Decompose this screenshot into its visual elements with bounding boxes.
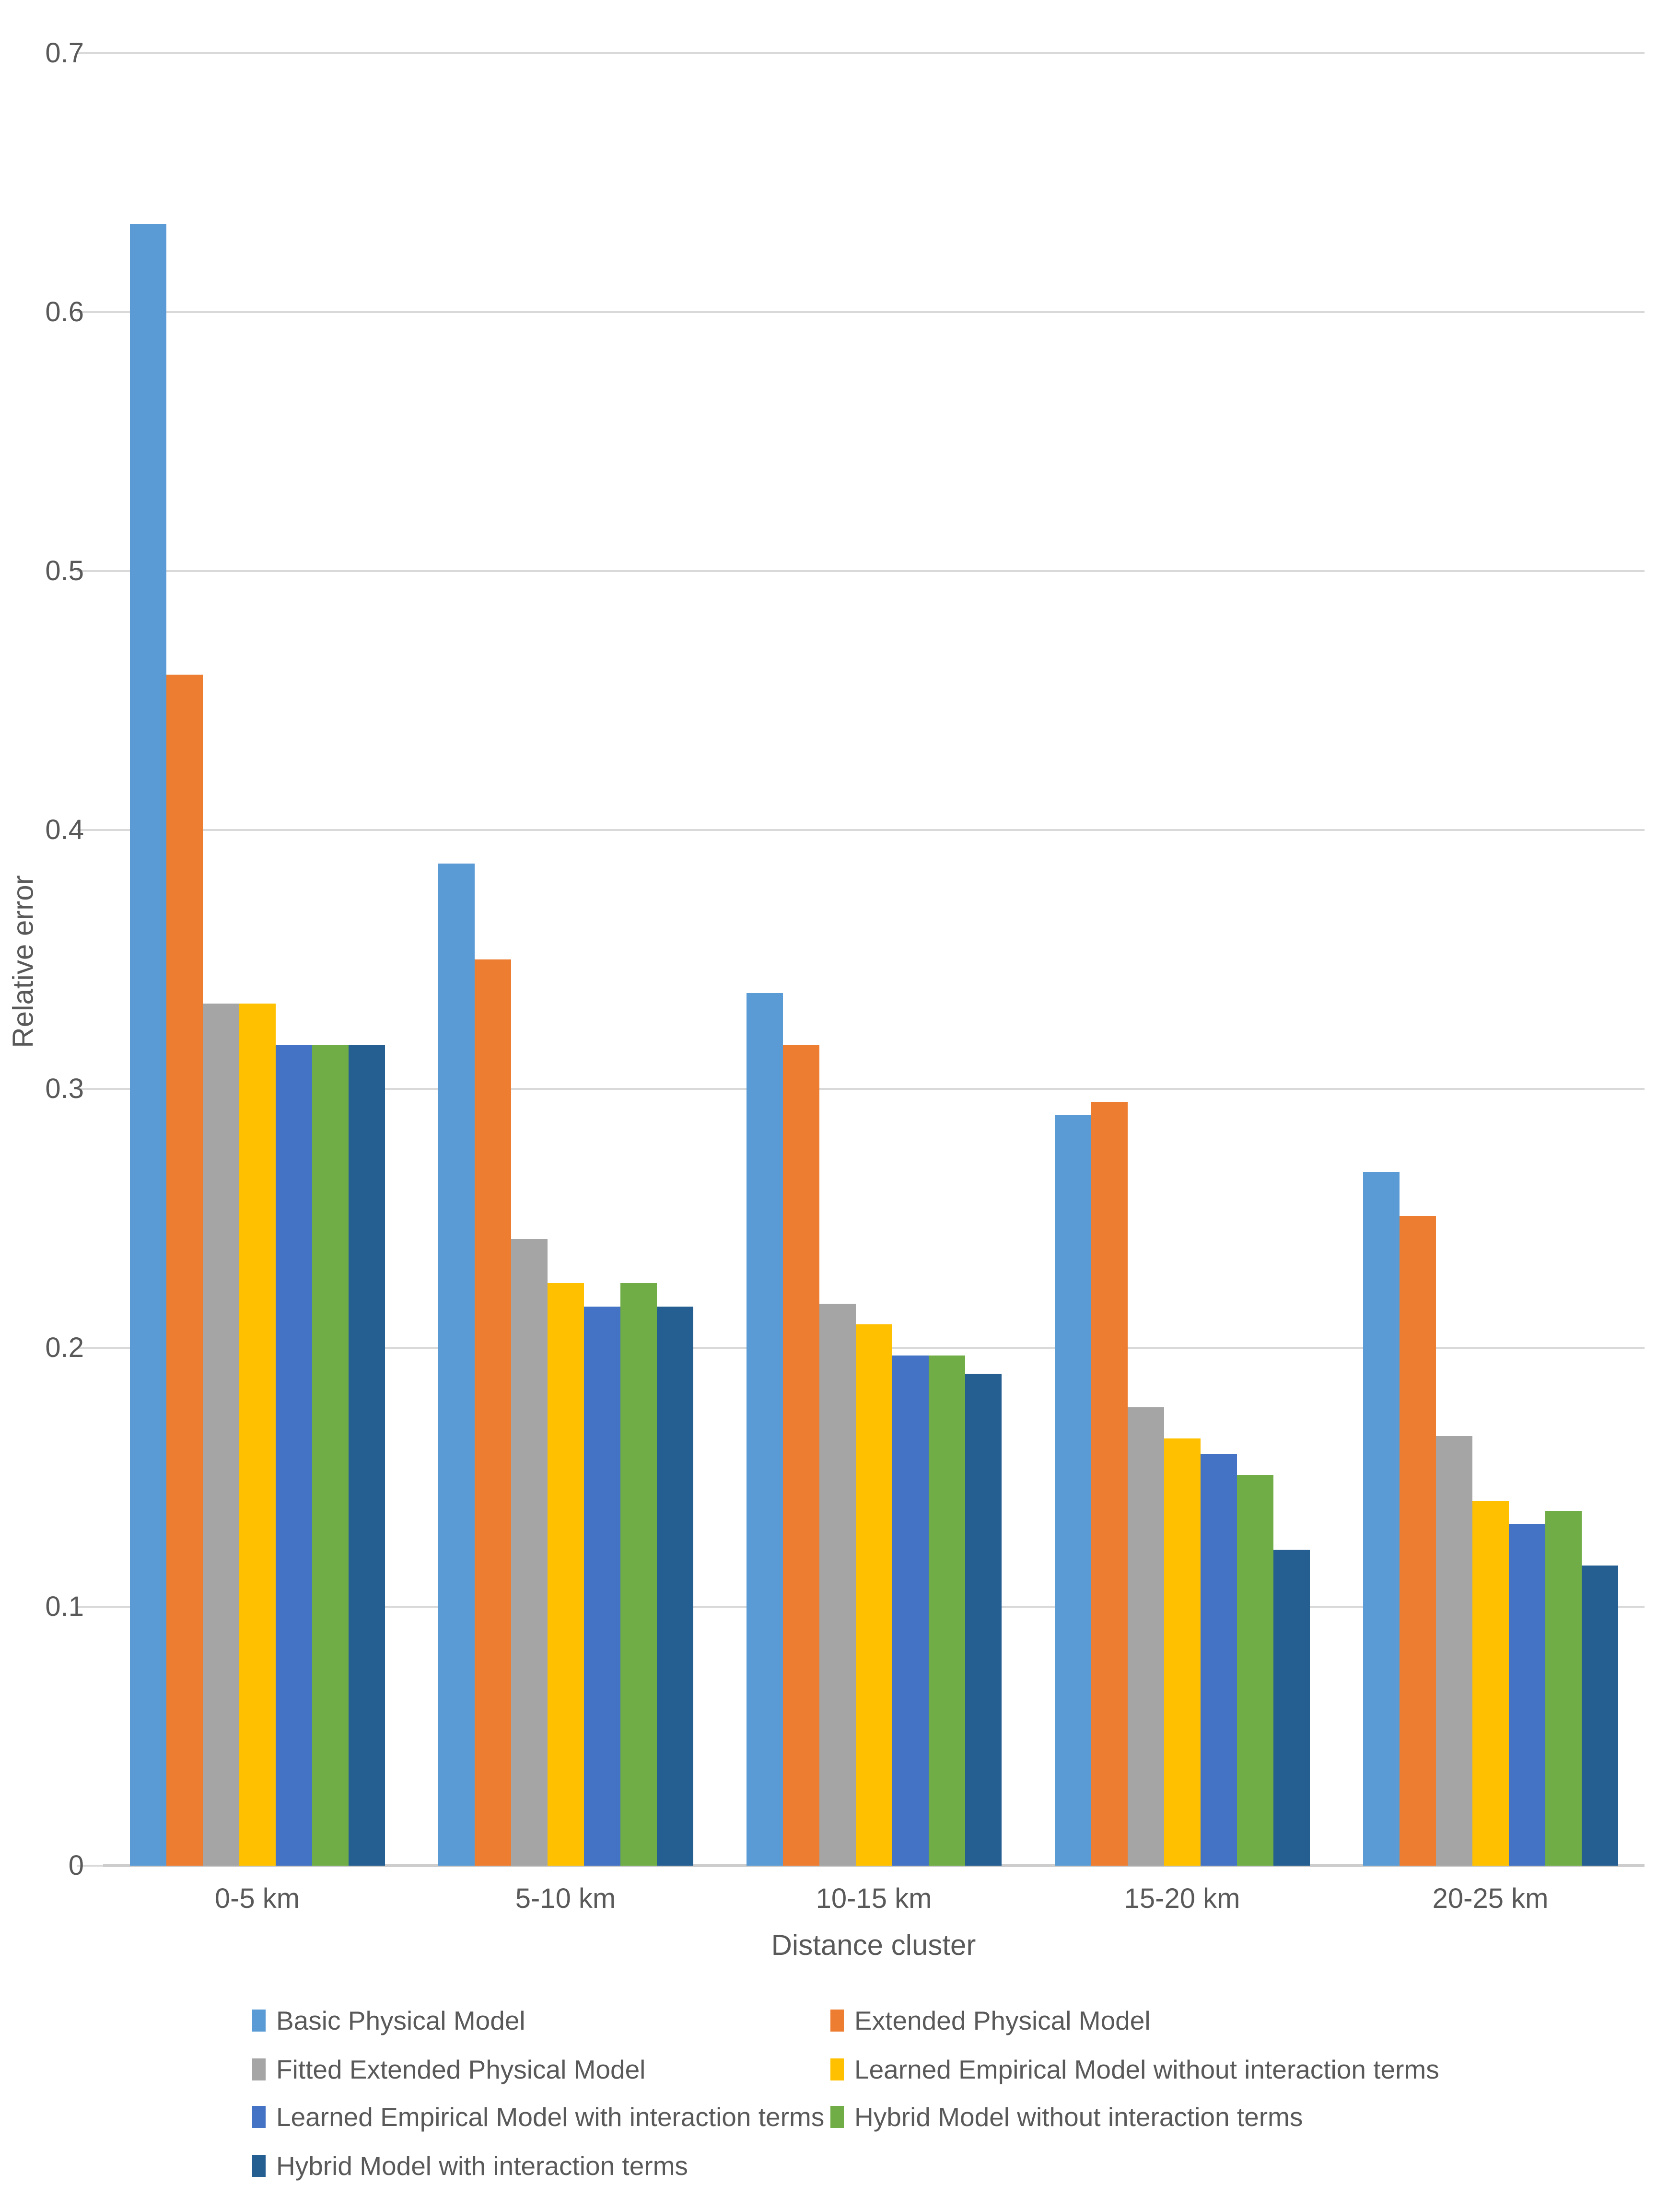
bar-series5-20-25km bbox=[1508, 1524, 1545, 1866]
legend-swatch-icon bbox=[252, 2155, 266, 2177]
bar-series6-10-15km bbox=[928, 1356, 965, 1866]
y-tick-mark bbox=[77, 1606, 103, 1608]
gridline-0.4 bbox=[103, 829, 1645, 831]
bar-series6-0-5km bbox=[312, 1045, 349, 1866]
y-tick-label: 0.7 bbox=[45, 37, 84, 69]
y-tick-mark bbox=[77, 52, 103, 54]
y-tick-mark bbox=[77, 570, 103, 572]
y-tick-label: 0.4 bbox=[45, 814, 84, 845]
bar-series5-0-5km bbox=[275, 1045, 312, 1866]
gridline-0 bbox=[103, 1864, 1645, 1867]
legend-swatch-icon bbox=[252, 2010, 266, 2032]
bar-series2-10-15km bbox=[782, 1045, 819, 1866]
y-tick-label: 0.3 bbox=[45, 1073, 84, 1104]
legend-item: Extended Physical Model bbox=[830, 1999, 1151, 2042]
bar-series6-5-10km bbox=[620, 1283, 657, 1866]
bar-series3-10-15km bbox=[819, 1304, 856, 1866]
bar-series7-10-15km bbox=[965, 1374, 1002, 1866]
y-tick-mark bbox=[77, 1865, 103, 1867]
bar-series1-0-5km bbox=[129, 224, 166, 1866]
legend-item: Fitted Extended Physical Model bbox=[252, 2048, 645, 2091]
bar-series6-15-20km bbox=[1237, 1474, 1273, 1866]
gridline-0.3 bbox=[103, 1088, 1645, 1090]
y-tick-mark bbox=[77, 311, 103, 313]
legend-item: Hybrid Model without interaction terms bbox=[830, 2095, 1303, 2139]
x-axis-title: Distance cluster bbox=[771, 1929, 976, 1961]
bar-series1-5-10km bbox=[438, 864, 475, 1866]
y-tick-mark bbox=[77, 1088, 103, 1090]
bar-series3-5-10km bbox=[511, 1239, 548, 1866]
legend-label: Learned Empirical Model with interaction… bbox=[276, 2102, 825, 2132]
bar-series5-15-20km bbox=[1200, 1454, 1237, 1866]
legend-swatch-icon bbox=[830, 2058, 844, 2080]
bar-series3-15-20km bbox=[1127, 1407, 1164, 1866]
bar-series4-0-5km bbox=[239, 1003, 276, 1866]
bar-series2-0-5km bbox=[166, 675, 203, 1866]
bar-series4-15-20km bbox=[1164, 1438, 1201, 1866]
legend-item: Basic Physical Model bbox=[252, 1999, 525, 2042]
y-tick-label: 0.5 bbox=[45, 555, 84, 586]
bar-series5-5-10km bbox=[583, 1306, 620, 1866]
gridline-0.6 bbox=[103, 311, 1645, 313]
y-axis-title: Relative error bbox=[7, 875, 39, 1048]
x-tick-label: 10-15 km bbox=[816, 1883, 932, 1914]
legend-item: Learned Empirical Model with interaction… bbox=[252, 2095, 824, 2139]
x-tick-label: 15-20 km bbox=[1124, 1883, 1240, 1914]
legend-label: Extended Physical Model bbox=[854, 2006, 1151, 2035]
legend-label: Hybrid Model without interaction terms bbox=[854, 2102, 1303, 2132]
bar-series1-20-25km bbox=[1363, 1171, 1400, 1866]
bar-series1-15-20km bbox=[1054, 1115, 1091, 1866]
bar-series1-10-15km bbox=[746, 993, 783, 1866]
bar-series4-5-10km bbox=[547, 1283, 584, 1866]
bar-series2-20-25km bbox=[1399, 1215, 1436, 1866]
y-tick-mark bbox=[77, 829, 103, 831]
legend-swatch-icon bbox=[252, 2058, 266, 2080]
legend-label: Hybrid Model with interaction terms bbox=[276, 2151, 688, 2181]
bar-series6-20-25km bbox=[1545, 1511, 1582, 1866]
y-tick-label: 0.1 bbox=[45, 1591, 84, 1622]
bar-series2-5-10km bbox=[474, 959, 511, 1866]
bar-series7-5-10km bbox=[656, 1306, 693, 1866]
gridline-0.5 bbox=[103, 570, 1645, 572]
y-tick-label: 0.6 bbox=[45, 296, 84, 327]
x-tick-label: 20-25 km bbox=[1432, 1883, 1549, 1914]
bar-series7-0-5km bbox=[348, 1045, 385, 1866]
legend-label: Basic Physical Model bbox=[276, 2006, 525, 2035]
legend-label: Fitted Extended Physical Model bbox=[276, 2055, 646, 2084]
y-tick-label: 0.2 bbox=[45, 1332, 84, 1363]
legend-swatch-icon bbox=[830, 2106, 844, 2128]
gridline-0.7 bbox=[103, 52, 1645, 54]
legend-swatch-icon bbox=[830, 2010, 844, 2032]
bar-series3-0-5km bbox=[202, 1003, 239, 1866]
bar-series7-20-25km bbox=[1581, 1565, 1618, 1866]
legend-swatch-icon bbox=[252, 2106, 266, 2128]
x-tick-label: 0-5 km bbox=[214, 1883, 300, 1914]
bar-series4-10-15km bbox=[855, 1324, 892, 1866]
bar-series3-20-25km bbox=[1435, 1436, 1472, 1866]
y-tick-mark bbox=[77, 1347, 103, 1349]
bar-series5-10-15km bbox=[892, 1356, 929, 1866]
legend-label: Learned Empirical Model without interact… bbox=[854, 2055, 1439, 2084]
legend-item: Learned Empirical Model without interact… bbox=[830, 2048, 1439, 2091]
y-tick-label: 0 bbox=[68, 1850, 84, 1881]
legend-item: Hybrid Model with interaction terms bbox=[252, 2144, 688, 2187]
bar-series4-20-25km bbox=[1472, 1500, 1509, 1866]
bar-series7-15-20km bbox=[1273, 1550, 1310, 1866]
bar-series2-15-20km bbox=[1091, 1102, 1128, 1866]
x-tick-label: 5-10 km bbox=[515, 1883, 616, 1914]
